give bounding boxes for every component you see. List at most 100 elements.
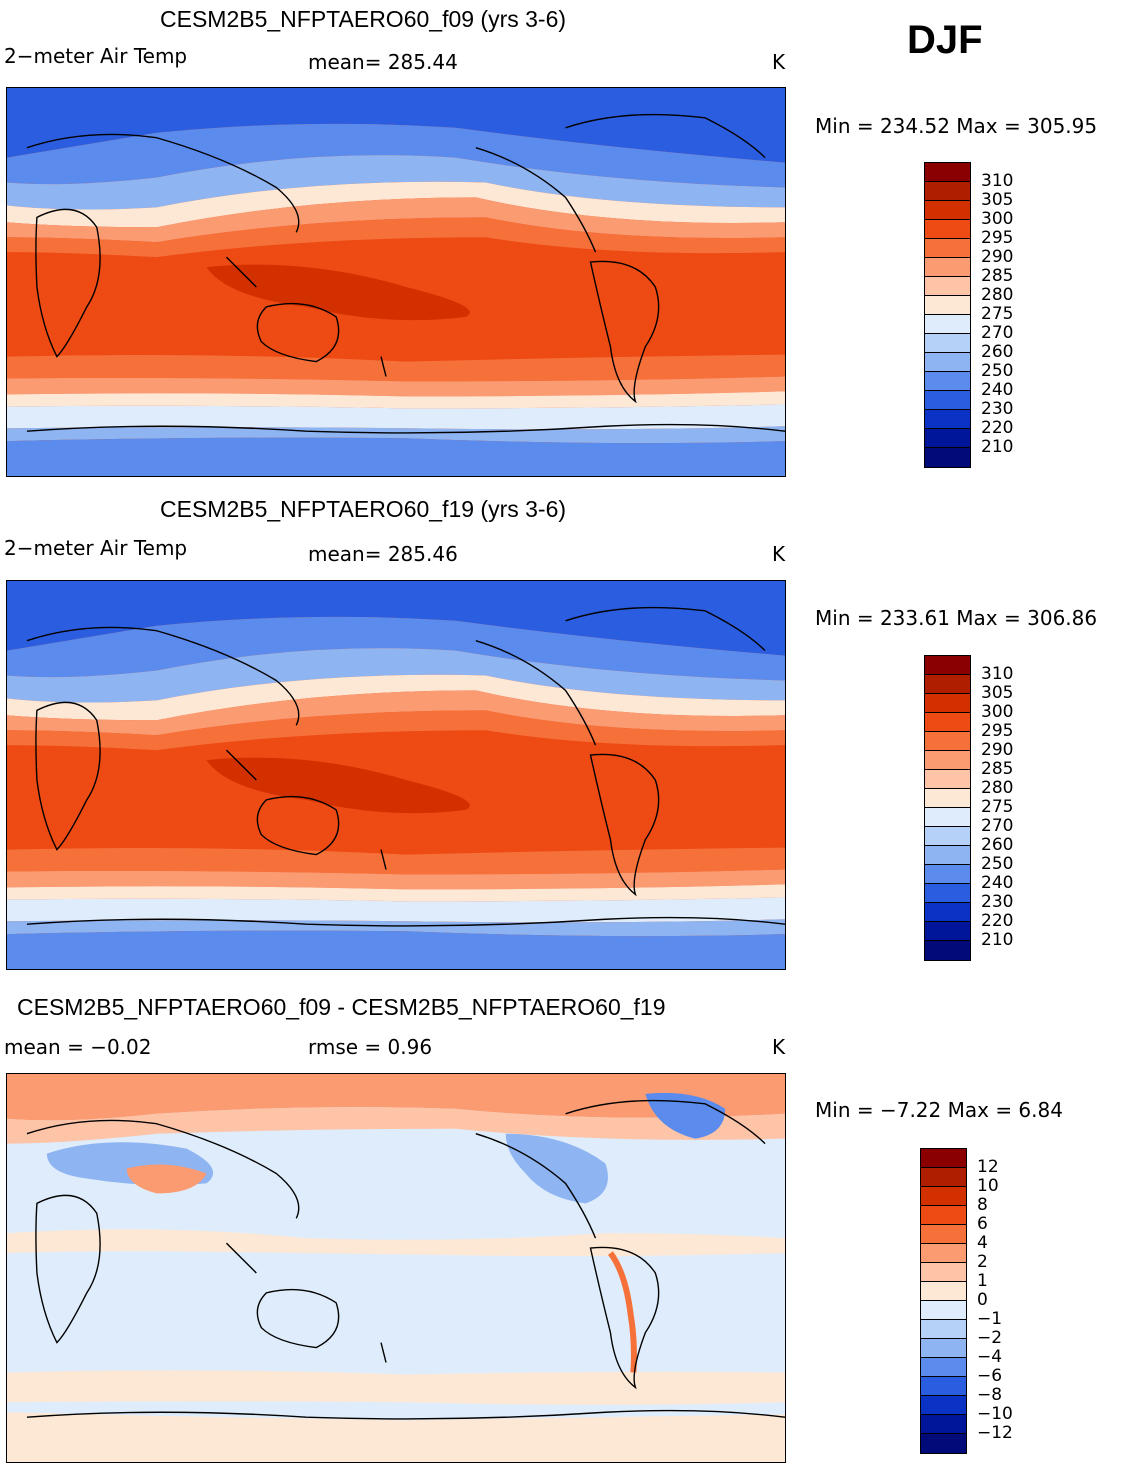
panel-1-colorbar-swatch [925, 372, 970, 391]
panel-1-map [6, 87, 786, 477]
panel-3-colorbar-swatch [921, 1225, 966, 1244]
panel-3-colorbar-tick-label: 0 [977, 1290, 988, 1310]
panel-1-colorbar-tick-label: 300 [981, 209, 1014, 229]
panel-3-colorbar-tick-label: 6 [977, 1214, 988, 1234]
panel-3-difference-field [7, 1074, 785, 1462]
panel-3-colorbar-swatch [921, 1282, 966, 1301]
panel-3-colorbar-swatch [921, 1396, 966, 1415]
panel-2-colorbar-swatch [925, 827, 970, 846]
panel-1-colorbar-tick-label: 310 [981, 171, 1014, 191]
panel-2-colorbar-tick-label: 220 [981, 911, 1014, 931]
panel-2-colorbar-tick-label: 300 [981, 702, 1014, 722]
panel-1-title: CESM2B5_NFPTAERO60_f09 (yrs 3-6) [160, 6, 567, 32]
panel-1-colorbar-tick-label: 280 [981, 285, 1014, 305]
panel-1-colorbar-tick-label: 250 [981, 361, 1014, 381]
panel-3-mean: mean = −0.02 [4, 1035, 152, 1059]
panel-1-colorbar-swatch [925, 220, 970, 239]
panel-1-colorbar-tick-label: 220 [981, 418, 1014, 438]
panel-3-colorbar-tick-label: −1 [977, 1309, 1003, 1329]
panel-3-colorbar-tick-label: 10 [977, 1176, 999, 1196]
panel-3-colorbar-tick-label: 8 [977, 1195, 988, 1215]
panel-1-colorbar-tick-label: 305 [981, 190, 1014, 210]
panel-2-mean: mean= 285.46 [308, 542, 458, 566]
panel-3-colorbar-tick-label: 2 [977, 1252, 988, 1272]
panel-2-colorbar-tick-label: 210 [981, 930, 1014, 950]
panel-2-units: K [772, 542, 786, 566]
panel-2-colorbar-swatch [925, 675, 970, 694]
panel-2-colorbar-tick-label: 305 [981, 683, 1014, 703]
panel-1-colorbar-swatch [925, 353, 970, 372]
panel-1-colorbar-swatch [925, 448, 970, 467]
panel-3-colorbar-swatch [921, 1168, 966, 1187]
panel-1-colorbar-tick-label: 260 [981, 342, 1014, 362]
panel-1-colorbar-swatch [925, 296, 970, 315]
panel-3-colorbar-tick-label: −10 [977, 1404, 1013, 1424]
panel-2-colorbar-swatch [925, 865, 970, 884]
panel-2-colorbar-swatch [925, 903, 970, 922]
panel-1-mean: mean= 285.44 [308, 50, 458, 74]
panel-1-colorbar-tick-label: 270 [981, 323, 1014, 343]
panel-2-colorbar-tick-label: 290 [981, 740, 1014, 760]
panel-3-colorbar-swatch [921, 1187, 966, 1206]
panel-3-colorbar-tick-label: −2 [977, 1328, 1003, 1348]
panel-1-colorbar [924, 162, 971, 468]
panel-2-colorbar-tick-label: 270 [981, 816, 1014, 836]
panel-1-colorbar-swatch [925, 315, 970, 334]
panel-3-colorbar-tick-label: 4 [977, 1233, 988, 1253]
panel-1-colorbar-swatch [925, 201, 970, 220]
panel-1-colorbar-swatch [925, 334, 970, 353]
season-label: DJF [907, 18, 983, 62]
panel-2-colorbar-tick-label: 285 [981, 759, 1014, 779]
panel-1-colorbar-tick-label: 210 [981, 437, 1014, 457]
panel-2-temperature-field [7, 581, 785, 969]
panel-2-colorbar-tick-label: 280 [981, 778, 1014, 798]
panel-3-colorbar-swatch [921, 1206, 966, 1225]
panel-2-colorbar-swatch [925, 808, 970, 827]
panel-3-units: K [772, 1035, 786, 1059]
panel-2-colorbar-swatch [925, 922, 970, 941]
panel-3-colorbar-tick-label: −8 [977, 1385, 1003, 1405]
panel-3-minmax: Min = −7.22 Max = 6.84 [815, 1098, 1063, 1122]
panel-1-colorbar-swatch [925, 163, 970, 182]
panel-1-colorbar-tick-label: 295 [981, 228, 1014, 248]
panel-2-colorbar-tick-label: 275 [981, 797, 1014, 817]
panel-1-colorbar-swatch [925, 258, 970, 277]
panel-2-colorbar-swatch [925, 713, 970, 732]
panel-1-colorbar-swatch [925, 239, 970, 258]
panel-2-colorbar-swatch [925, 751, 970, 770]
panel-2-colorbar-swatch [925, 941, 970, 960]
panel-2-colorbar-tick-label: 310 [981, 664, 1014, 684]
panel-3-colorbar-tick-label: −6 [977, 1366, 1003, 1386]
panel-3-colorbar-swatch [921, 1301, 966, 1320]
panel-2-colorbar-swatch [925, 694, 970, 713]
panel-3-rmse: rmse = 0.96 [308, 1035, 433, 1059]
panel-1-colorbar-tick-label: 275 [981, 304, 1014, 324]
panel-1-colorbar-swatch [925, 410, 970, 429]
panel-3-colorbar-tick-label: −12 [977, 1423, 1013, 1443]
panel-3-map [6, 1073, 786, 1463]
panel-3-title: CESM2B5_NFPTAERO60_f09 - CESM2B5_NFPTAER… [17, 994, 666, 1020]
panel-2-colorbar-swatch [925, 789, 970, 808]
panel-1-temperature-field [7, 88, 785, 476]
panel-2-colorbar-tick-label: 260 [981, 835, 1014, 855]
panel-2-colorbar-swatch [925, 656, 970, 675]
panel-1-colorbar-swatch [925, 182, 970, 201]
panel-2-colorbar-tick-label: 240 [981, 873, 1014, 893]
panel-3-colorbar-tick-label: 1 [977, 1271, 988, 1291]
panel-1-variable: 2−meter Air Temp [4, 44, 188, 68]
panel-2-title: CESM2B5_NFPTAERO60_f19 (yrs 3-6) [160, 496, 567, 522]
panel-3-colorbar-swatch [921, 1263, 966, 1282]
panel-3-colorbar-swatch [921, 1320, 966, 1339]
panel-2-colorbar-tick-label: 250 [981, 854, 1014, 874]
panel-1-colorbar-tick-label: 290 [981, 247, 1014, 267]
panel-3-colorbar-swatch [921, 1358, 966, 1377]
panel-1-colorbar-swatch [925, 391, 970, 410]
panel-2-colorbar-swatch [925, 770, 970, 789]
panel-3-colorbar-swatch [921, 1149, 966, 1168]
panel-3-colorbar [920, 1148, 967, 1454]
panel-2-colorbar-swatch [925, 732, 970, 751]
panel-1-colorbar-tick-label: 240 [981, 380, 1014, 400]
panel-2-map [6, 580, 786, 970]
panel-3-colorbar-swatch [921, 1244, 966, 1263]
panel-1-minmax: Min = 234.52 Max = 305.95 [815, 114, 1098, 138]
